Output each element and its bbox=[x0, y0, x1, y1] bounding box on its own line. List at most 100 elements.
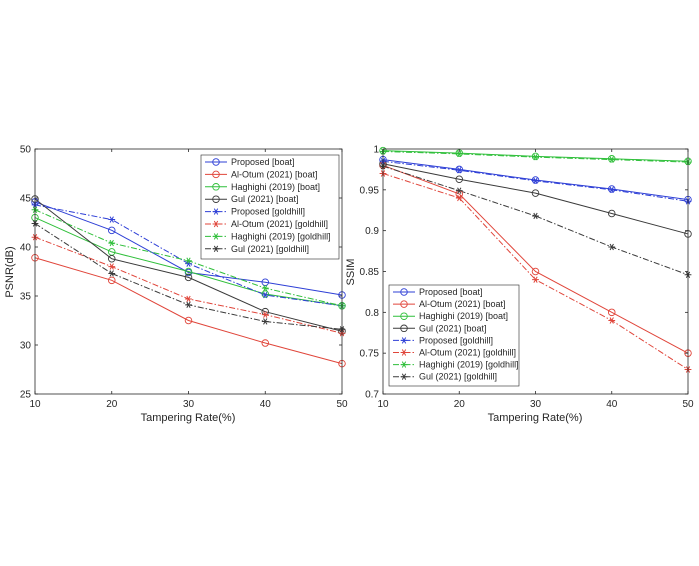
ssim-x-ticks: 10 20 30 40 50 bbox=[377, 149, 694, 410]
ssim-series-0-point-3 bbox=[608, 185, 616, 193]
psnr-series-1-point-2 bbox=[184, 316, 193, 325]
psnr-legend-label-0: Proposed [boat] bbox=[231, 157, 295, 167]
psnr-x-tick-label-4: 50 bbox=[336, 399, 348, 410]
ssim-series-1-point-2 bbox=[531, 267, 540, 276]
psnr-y-axis-label: PSNR(dB) bbox=[4, 246, 16, 297]
psnr-series-1-point-1 bbox=[107, 276, 116, 285]
psnr-series-markers bbox=[31, 195, 346, 368]
psnr-series-line-2 bbox=[34, 217, 343, 307]
psnr-legend-label-3: Gul (2021) [boat] bbox=[231, 194, 299, 204]
psnr-series-3-point-1 bbox=[107, 255, 116, 263]
ssim-series-3-point-3 bbox=[608, 209, 616, 218]
psnr-legend-marker-0 bbox=[212, 158, 220, 166]
ssim-series-6-point-3 bbox=[608, 156, 616, 163]
psnr-y-tick-label-5: 50 bbox=[20, 145, 32, 156]
ssim-legend-marker-5 bbox=[400, 349, 408, 356]
psnr-series-7-point-2 bbox=[185, 301, 192, 309]
psnr-series-6-point-2 bbox=[185, 257, 192, 264]
psnr-legend-marker-3 bbox=[212, 195, 220, 203]
ssim-legend-label-3: Gul (2021) [boat] bbox=[419, 323, 487, 333]
psnr-series-0-point-3 bbox=[261, 278, 270, 287]
psnr-legend-label-1: Al-Otum (2021) [boat] bbox=[231, 169, 318, 179]
psnr-legend-label-7: Gul (2021) [goldhill] bbox=[231, 244, 309, 254]
ssim-series-7-point-2 bbox=[532, 212, 539, 220]
ssim-legend-box bbox=[388, 284, 520, 387]
psnr-legend-label-4: Proposed [goldhill] bbox=[231, 207, 305, 217]
ssim-x-tick-label-4: 50 bbox=[682, 399, 694, 410]
ssim-legend-marker-1 bbox=[400, 300, 408, 308]
ssim-legend-marker-3 bbox=[400, 324, 408, 333]
psnr-series-6-point-1 bbox=[108, 239, 116, 247]
ssim-series-5-point-1 bbox=[455, 194, 463, 202]
ssim-series-3-point-2 bbox=[531, 189, 540, 197]
psnr-series-4-point-3 bbox=[261, 291, 269, 299]
ssim-series-line-7 bbox=[382, 165, 689, 276]
psnr-series-line-1 bbox=[34, 257, 343, 365]
psnr-chart: 10 20 30 40 50 25 30 35 40 45 50 Tampering Rate(%… bbox=[4, 145, 348, 425]
psnr-legend-marker-7 bbox=[212, 245, 220, 252]
psnr-series-5-point-1 bbox=[108, 263, 116, 270]
ssim-x-tick-label-0: 10 bbox=[377, 399, 389, 410]
psnr-x-tick-label-3: 40 bbox=[260, 399, 272, 410]
psnr-x-tick-label-0: 10 bbox=[29, 399, 41, 410]
ssim-legend-label-0: Proposed [boat] bbox=[419, 287, 483, 297]
psnr-legend-box bbox=[200, 154, 340, 260]
psnr-series-1-point-3 bbox=[261, 339, 270, 347]
ssim-series-0-point-1 bbox=[455, 165, 464, 174]
ssim-x-axis-label: Tampering Rate(%) bbox=[488, 412, 583, 424]
ssim-y-tick-label-3: 0.85 bbox=[360, 267, 380, 278]
ssim-legend-marker-2 bbox=[400, 312, 408, 320]
psnr-y-tick-label-0: 25 bbox=[20, 390, 32, 401]
psnr-series-7-point-1 bbox=[108, 270, 116, 277]
ssim-series-7-point-1 bbox=[455, 187, 463, 194]
psnr-series-4-point-1 bbox=[108, 216, 116, 223]
ssim-series-2-point-3 bbox=[608, 155, 616, 163]
ssim-y-tick-label-6: 1 bbox=[373, 145, 379, 156]
ssim-y-ticks: 0.7 0.75 0.8 0.85 0.9 0.95 1 bbox=[360, 145, 688, 401]
psnr-legend-label-5: Al-Otum (2021) [goldhill] bbox=[231, 219, 328, 229]
ssim-y-tick-label-0: 0.7 bbox=[365, 390, 379, 401]
psnr-series-5-point-2 bbox=[185, 295, 192, 303]
ssim-series-7-point-3 bbox=[608, 243, 616, 251]
psnr-series-7-point-3 bbox=[261, 318, 269, 325]
ssim-legend: Proposed [boat] Al-Otum (2021) [boat] Hagh… bbox=[388, 284, 520, 387]
ssim-y-tick-label-1: 0.75 bbox=[360, 349, 380, 360]
psnr-y-tick-label-2: 35 bbox=[20, 292, 32, 303]
ssim-series-line-3 bbox=[382, 163, 689, 235]
psnr-series-6-point-3 bbox=[261, 284, 269, 292]
ssim-y-tick-label-2: 0.8 bbox=[365, 308, 379, 319]
ssim-legend-marker-4 bbox=[400, 337, 408, 344]
psnr-series-line-0 bbox=[34, 201, 343, 296]
ssim-series-2-point-2 bbox=[531, 152, 540, 161]
ssim-legend-label-2: Haghighi (2019) [boat] bbox=[419, 311, 508, 321]
ssim-series-0-point-2 bbox=[531, 176, 540, 184]
psnr-legend-label-6: Haghighi (2019) [goldhill] bbox=[231, 231, 331, 241]
ssim-series-line-1 bbox=[382, 164, 689, 354]
psnr-y-tick-label-1: 30 bbox=[20, 341, 32, 352]
psnr-y-ticks: 25 30 35 40 45 50 bbox=[20, 145, 342, 401]
psnr-x-tick-label-1: 20 bbox=[106, 399, 118, 410]
ssim-legend-label-4: Proposed [goldhill] bbox=[419, 335, 493, 345]
ssim-x-tick-label-2: 30 bbox=[530, 399, 542, 410]
psnr-y-tick-label-4: 45 bbox=[20, 194, 32, 205]
psnr-legend-marker-4 bbox=[212, 208, 220, 215]
ssim-y-tick-label-5: 0.95 bbox=[360, 185, 380, 196]
psnr-legend-marker-5 bbox=[212, 220, 220, 228]
ssim-legend-label-5: Al-Otum (2021) [goldhill] bbox=[419, 348, 516, 358]
psnr-series-0-point-1 bbox=[107, 226, 116, 235]
psnr-y-tick-label-3: 40 bbox=[20, 243, 32, 254]
psnr-series-2-point-3 bbox=[261, 290, 270, 298]
ssim-series-3-point-1 bbox=[455, 175, 464, 183]
ssim-series-5-point-2 bbox=[532, 276, 539, 283]
ssim-chart: 10 20 30 40 50 0.7 0.75 0.8 0.85 0.9 0.95 1 Tamper… bbox=[345, 145, 694, 425]
ssim-legend-marker-7 bbox=[400, 373, 408, 380]
ssim-series-line-0 bbox=[382, 159, 689, 201]
ssim-series-6-point-1 bbox=[455, 150, 463, 158]
psnr-legend-label-2: Haghighi (2019) [boat] bbox=[231, 182, 320, 192]
psnr-series-2-point-2 bbox=[184, 267, 193, 276]
psnr-legend-marker-1 bbox=[212, 170, 220, 179]
ssim-y-tick-label-4: 0.9 bbox=[365, 226, 379, 237]
ssim-legend-label-1: Al-Otum (2021) [boat] bbox=[419, 299, 506, 309]
psnr-x-axis-label: Tampering Rate(%) bbox=[141, 412, 236, 424]
ssim-series-4-point-2 bbox=[532, 177, 539, 185]
